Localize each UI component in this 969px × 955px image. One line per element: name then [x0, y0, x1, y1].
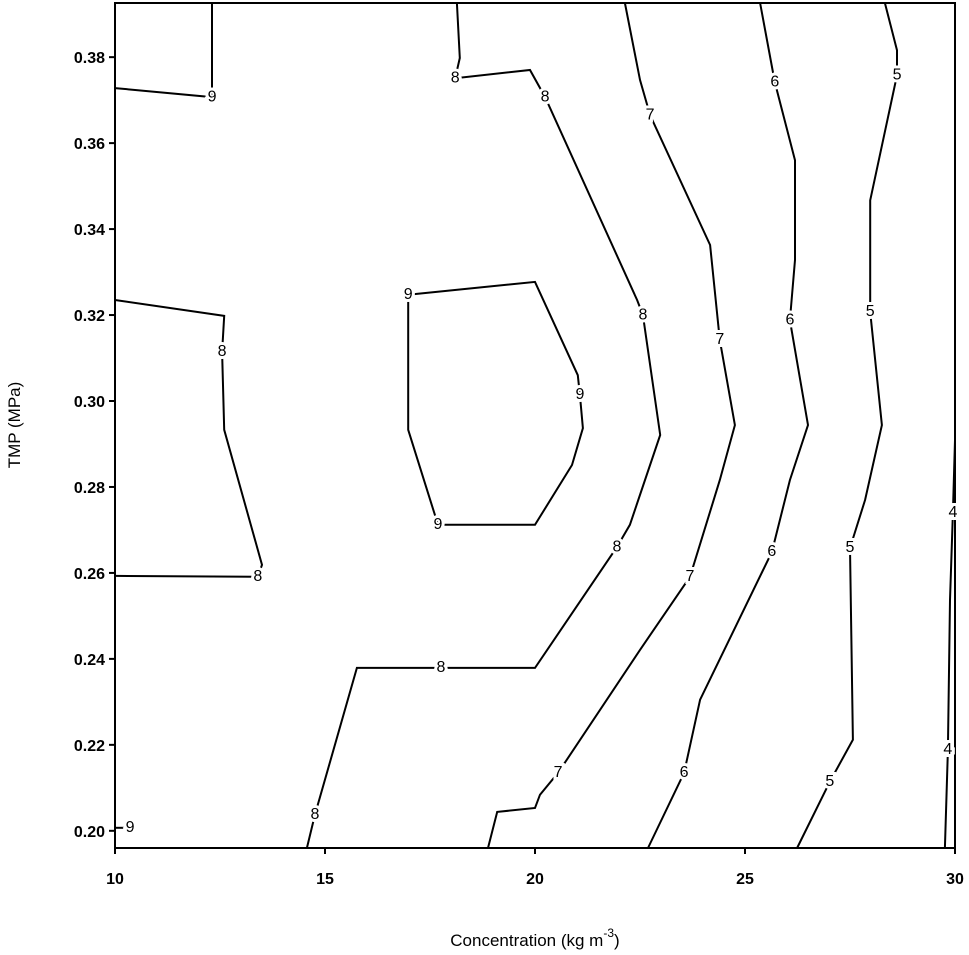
contour-label: 4 [948, 504, 957, 521]
contour-label: 6 [785, 311, 794, 328]
contour-label: 6 [767, 543, 776, 560]
y-tick-label: 0.34 [74, 222, 105, 239]
contour-label: 8 [612, 538, 621, 555]
y-tick-label: 0.20 [74, 824, 105, 841]
x-tick-label: 25 [736, 871, 754, 888]
contour-label: 8 [310, 806, 319, 823]
contour-label: 7 [715, 331, 724, 348]
y-axis-label: TMP (MPa) [5, 382, 24, 469]
x-tick-label: 15 [316, 871, 334, 888]
contour-line [114, 3, 213, 99]
y-tick-label: 0.36 [74, 136, 105, 153]
contour-label: 8 [541, 88, 550, 105]
contour-line [114, 299, 264, 578]
contour-label: 8 [451, 69, 460, 86]
contour-line [647, 2, 810, 849]
contour-label: 5 [866, 303, 875, 320]
contour-label: 8 [218, 343, 227, 360]
contour-label: 4 [943, 741, 952, 758]
y-tick-label: 0.30 [74, 394, 105, 411]
contour-label: 5 [846, 539, 855, 556]
contour-label: 6 [680, 764, 689, 781]
contour-line [305, 2, 662, 849]
y-tick-label: 0.28 [74, 480, 105, 497]
x-axis-label: Concentration (kg m-3) [450, 926, 619, 950]
contour-label: 5 [825, 773, 834, 790]
x-tick-label: 30 [946, 871, 964, 888]
plot-frame [114, 2, 956, 849]
contour-line [407, 280, 584, 526]
contour-label: 9 [126, 819, 135, 836]
contour-label: 5 [893, 66, 902, 83]
contour-label: 8 [436, 659, 445, 676]
y-tick-label: 0.26 [74, 566, 105, 583]
x-label-tail: ) [614, 931, 620, 950]
contour-line [487, 2, 736, 849]
x-tick-label: 10 [106, 871, 124, 888]
y-tick-label: 0.22 [74, 738, 105, 755]
y-tick-label: 0.24 [74, 652, 105, 669]
contour-label: 9 [208, 88, 217, 105]
contour-label: 7 [686, 568, 695, 585]
contour-label: 8 [638, 306, 647, 323]
contour-label: 9 [434, 516, 443, 533]
contour-line [796, 2, 898, 849]
y-tick-label: 0.38 [74, 50, 105, 67]
contour-label: 7 [646, 106, 655, 123]
contour-label: 9 [404, 286, 413, 303]
contour-label: 7 [554, 764, 563, 781]
contour-label: 8 [253, 568, 262, 585]
contour-line [943, 440, 956, 849]
x-label-sup: -3 [603, 926, 614, 940]
contour-label: 6 [770, 73, 779, 90]
x-tick-label: 20 [526, 871, 544, 888]
contour-label: 9 [575, 386, 584, 403]
y-tick-label: 0.32 [74, 308, 105, 325]
x-label-text: Concentration (kg m [450, 931, 603, 950]
